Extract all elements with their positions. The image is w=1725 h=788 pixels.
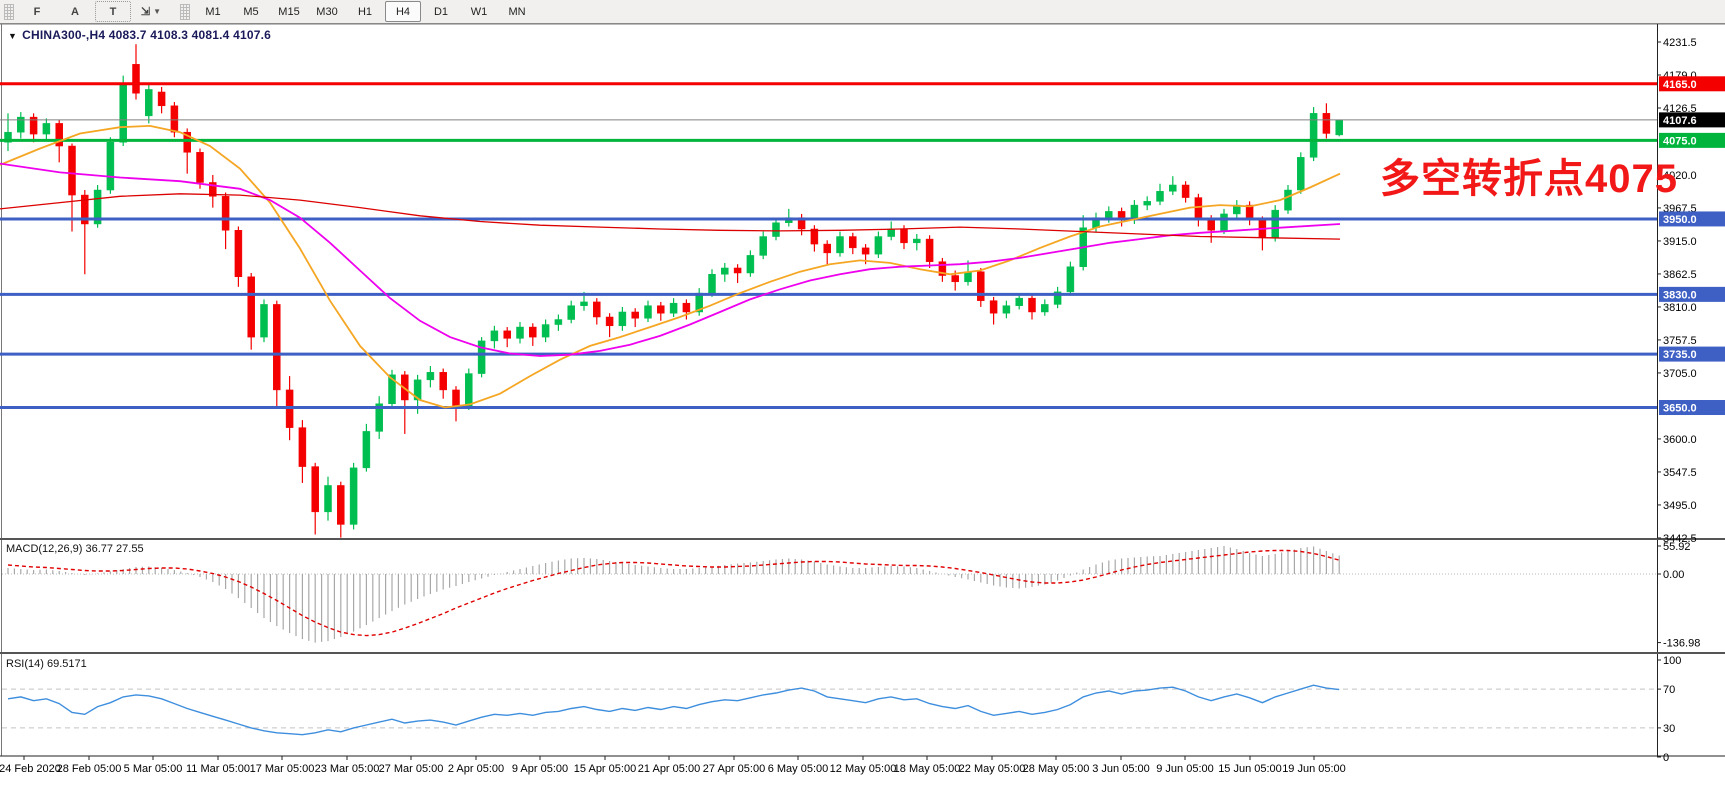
hline-4075.0[interactable]: 4075.0	[0, 132, 1725, 148]
annotation-text[interactable]: 多空转折点4075	[1380, 157, 1678, 201]
hline-3735.0[interactable]: 3735.0	[0, 346, 1725, 362]
svg-text:17 Mar 05:00: 17 Mar 05:00	[250, 763, 315, 775]
svg-text:30: 30	[1663, 723, 1675, 735]
ohlc-close: 4107.6	[233, 28, 272, 42]
svg-text:3650.0: 3650.0	[1663, 403, 1697, 415]
text-t-icon[interactable]: T	[95, 1, 131, 22]
svg-text:19 Jun 05:00: 19 Jun 05:00	[1282, 763, 1346, 775]
macd-indicator-label: MACD(12,26,9) 36.77 27.55	[6, 543, 144, 555]
svg-text:23 Mar 05:00: 23 Mar 05:00	[315, 763, 380, 775]
macd-axis-labels: 55.92 0.00 -136.98	[1657, 541, 1700, 650]
toolbar-drag-handle-icon[interactable]	[180, 3, 190, 20]
svg-text:22 May 05:00: 22 May 05:00	[959, 763, 1026, 775]
svg-text:27 Mar 05:00: 27 Mar 05:00	[379, 763, 444, 775]
svg-text:2 Apr 05:00: 2 Apr 05:00	[448, 763, 504, 775]
timeframe-button-m30[interactable]: M30	[316, 5, 338, 18]
symbol-dropdown-icon[interactable]: ▼	[8, 31, 18, 41]
level-lines[interactable]: 4165.0 4075.0 3950.0 3830.0 3735.0 3650.0	[0, 76, 1725, 416]
current-price-line: 4107.6	[0, 112, 1725, 128]
svg-text:9 Apr 05:00: 9 Apr 05:00	[512, 763, 568, 775]
svg-text:9 Jun 05:00: 9 Jun 05:00	[1156, 763, 1214, 775]
ma-slow-line	[0, 193, 1341, 240]
ohlc-open: 4083.7	[108, 28, 147, 42]
svg-text:6 May 05:00: 6 May 05:00	[768, 763, 829, 775]
hline-3830.0[interactable]: 3830.0	[0, 286, 1725, 302]
timeframe-button-mn[interactable]: MN	[508, 5, 526, 18]
dropdown-caret-icon: ▼	[153, 7, 162, 16]
toolbar-drag-handle-icon[interactable]	[4, 3, 14, 20]
svg-text:3705.0: 3705.0	[1663, 368, 1697, 380]
svg-text:3810.0: 3810.0	[1663, 302, 1697, 314]
timeframe-button-m5[interactable]: M5	[243, 5, 259, 18]
svg-text:28 May 05:00: 28 May 05:00	[1023, 763, 1090, 775]
svg-text:3757.5: 3757.5	[1663, 335, 1697, 347]
hline-3650.0[interactable]: 3650.0	[0, 400, 1725, 416]
svg-text:4165.0: 4165.0	[1663, 79, 1697, 91]
symbol-period: CHINA300-,H4	[22, 28, 106, 42]
svg-text:70: 70	[1663, 684, 1675, 696]
svg-text:5 Mar 05:00: 5 Mar 05:00	[124, 763, 183, 775]
ma-mid-line	[0, 162, 1341, 357]
svg-text:15 Jun 05:00: 15 Jun 05:00	[1218, 763, 1282, 775]
svg-text:3 Jun 05:00: 3 Jun 05:00	[1092, 763, 1150, 775]
ohlc-low: 4081.4	[191, 28, 230, 42]
svg-text:15 Apr 05:00: 15 Apr 05:00	[574, 763, 636, 775]
svg-text:3915.0: 3915.0	[1663, 236, 1697, 248]
svg-text:28 Feb 05:00: 28 Feb 05:00	[57, 763, 122, 775]
chart-canvas[interactable]: 4231.54179.04126.54020.03967.53915.03862…	[0, 23, 1725, 788]
rsi-axis-labels: 100 70 30 0	[1657, 655, 1681, 764]
timeframe-button-h1[interactable]: H1	[357, 5, 373, 18]
svg-text:4107.6: 4107.6	[1663, 115, 1697, 127]
svg-text:3495.0: 3495.0	[1663, 500, 1697, 512]
svg-text:0: 0	[1663, 752, 1669, 764]
svg-text:18 May 05:00: 18 May 05:00	[894, 763, 961, 775]
svg-text:12 May 05:00: 12 May 05:00	[830, 763, 897, 775]
ma-fast-line	[0, 124, 1341, 409]
label-a-icon[interactable]: A	[71, 5, 79, 18]
svg-text:3830.0: 3830.0	[1663, 289, 1697, 301]
svg-text:11 Mar 05:00: 11 Mar 05:00	[186, 763, 250, 775]
svg-text:21 Apr 05:00: 21 Apr 05:00	[638, 763, 700, 775]
timeframe-button-m15[interactable]: M15	[278, 5, 300, 18]
timeframe-button-h4[interactable]: H4	[385, 1, 421, 22]
svg-text:4075.0: 4075.0	[1663, 135, 1697, 147]
rsi-pane	[2, 688, 1657, 729]
svg-text:3862.5: 3862.5	[1663, 269, 1697, 281]
svg-text:24 Feb 2020: 24 Feb 2020	[0, 763, 61, 775]
chart-frame	[0, 23, 1725, 757]
svg-text:3442.5: 3442.5	[1663, 533, 1697, 545]
svg-text:55.92: 55.92	[1663, 541, 1691, 553]
macd-signal-line	[7, 549, 1340, 637]
svg-text:3600.0: 3600.0	[1663, 434, 1697, 446]
toolbar: F A T ⇲ ▼ M1 M5 M15 M30 H1 H4 D1 W1 MN	[0, 0, 1725, 24]
timeframe-button-d1[interactable]: D1	[433, 5, 449, 18]
svg-text:-136.98: -136.98	[1663, 638, 1700, 650]
macd-histogram	[2, 546, 1657, 643]
timeframe-button-w1[interactable]: W1	[470, 5, 488, 18]
hline-4165.0[interactable]: 4165.0	[0, 76, 1725, 92]
grid-f-icon[interactable]: F	[33, 5, 41, 18]
svg-text:3950.0: 3950.0	[1663, 214, 1697, 226]
svg-text:27 Apr 05:00: 27 Apr 05:00	[703, 763, 765, 775]
timeframe-button-group: M1 M5 M15 M30 H1 H4 D1 W1 MN	[194, 1, 536, 22]
svg-text:100: 100	[1663, 655, 1681, 667]
hline-3950.0[interactable]: 3950.0	[0, 211, 1725, 227]
rsi-indicator-label: RSI(14) 69.5171	[6, 658, 87, 670]
timeframe-button-m1[interactable]: M1	[205, 5, 221, 18]
svg-text:4231.5: 4231.5	[1663, 37, 1697, 49]
svg-text:3735.0: 3735.0	[1663, 349, 1697, 361]
rsi-line	[7, 684, 1340, 736]
svg-text:3547.5: 3547.5	[1663, 467, 1697, 479]
arrange-arrows-icon[interactable]: ⇲ ▼	[140, 6, 162, 18]
svg-text:4020.0: 4020.0	[1663, 170, 1697, 182]
svg-text:4126.5: 4126.5	[1663, 103, 1697, 115]
ohlc-high: 4108.3	[150, 28, 189, 42]
chart-title: ▼ CHINA300-,H4 4083.7 4108.3 4081.4 4107.…	[8, 28, 271, 42]
candlestick-series	[4, 44, 1343, 538]
svg-text:0.00: 0.00	[1663, 569, 1684, 581]
